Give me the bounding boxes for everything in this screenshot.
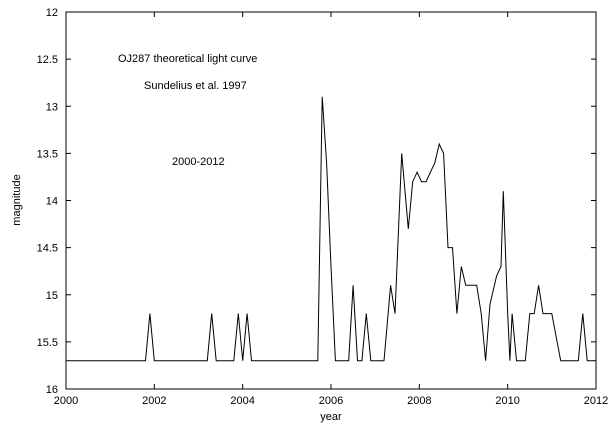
x-tick-label: 2000	[54, 395, 78, 407]
x-tick-label: 2004	[230, 395, 254, 407]
plot-frame	[65, 11, 597, 390]
y-tick-label: 12.5	[37, 54, 58, 66]
y-tick-label: 15	[46, 290, 58, 302]
y-tick-label: 13.5	[37, 148, 58, 160]
annotation-range: 2000-2012	[172, 156, 225, 168]
y-axis-label: magnitude	[11, 174, 23, 225]
x-tick-label: 2002	[142, 395, 166, 407]
annotation-title: OJ287 theoretical light curve	[118, 53, 257, 65]
x-axis-label: year	[320, 411, 342, 423]
y-tick-label: 12	[46, 7, 58, 19]
y-tick-label: 15.5	[37, 337, 58, 349]
y-tick-label: 13	[46, 101, 58, 113]
x-tick-label: 2008	[407, 395, 431, 407]
y-tick-label: 14.5	[37, 243, 58, 255]
x-tick-label: 2010	[495, 395, 519, 407]
series-line	[66, 96, 596, 362]
axis-ticks	[65, 11, 597, 390]
x-tick-label: 2006	[319, 395, 343, 407]
annotation-reference: Sundelius et al. 1997	[144, 80, 247, 92]
axis-tick-labels: 2000 2002 2004 2006 2008 2010 2012 12 12.5 13 13.5…	[37, 7, 609, 407]
x-tick-label: 2012	[584, 395, 608, 407]
y-tick-label: 14	[46, 196, 58, 208]
y-tick-label: 16	[46, 384, 58, 396]
